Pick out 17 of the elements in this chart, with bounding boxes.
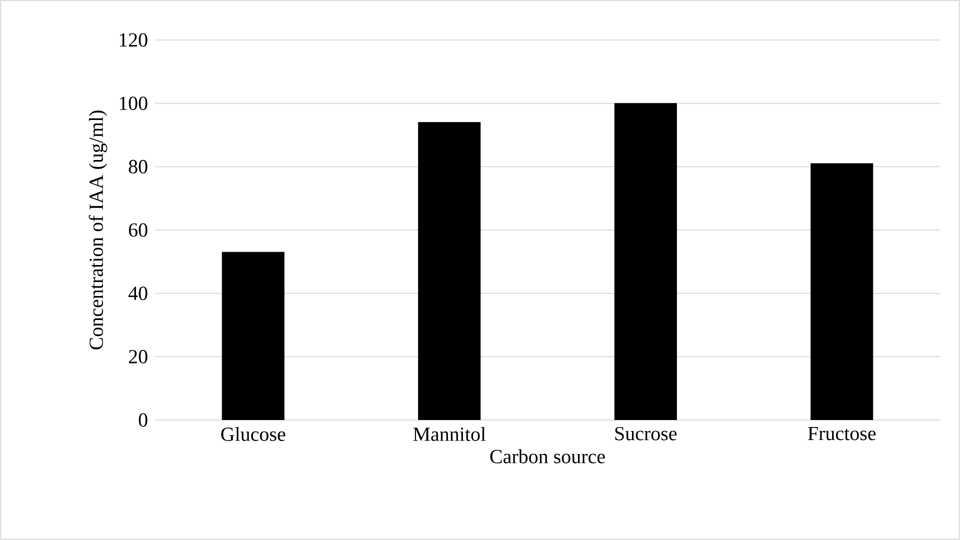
x-tick-label: Fructose [808,426,876,440]
y-axis-title: Concentration of IAA (ug/ml) [88,110,108,350]
x-tick-label: Mannitol [413,426,486,441]
y-tick-label: 20 [128,350,148,364]
y-tick-label: 60 [128,223,148,237]
y-tick-label: 80 [128,160,148,174]
y-tick-label: 40 [128,286,148,300]
x-tick-label: Sucrose [615,426,677,440]
x-axis-title: Carbon source [490,449,605,464]
y-tick-label: 100 [120,96,148,110]
bar [810,163,874,420]
bar [222,252,284,420]
y-tick-label: 0 [138,413,148,427]
bar [614,103,677,420]
bar [418,122,481,420]
x-tick-label: Glucose [221,426,286,441]
y-tick-label: 120 [120,33,148,47]
